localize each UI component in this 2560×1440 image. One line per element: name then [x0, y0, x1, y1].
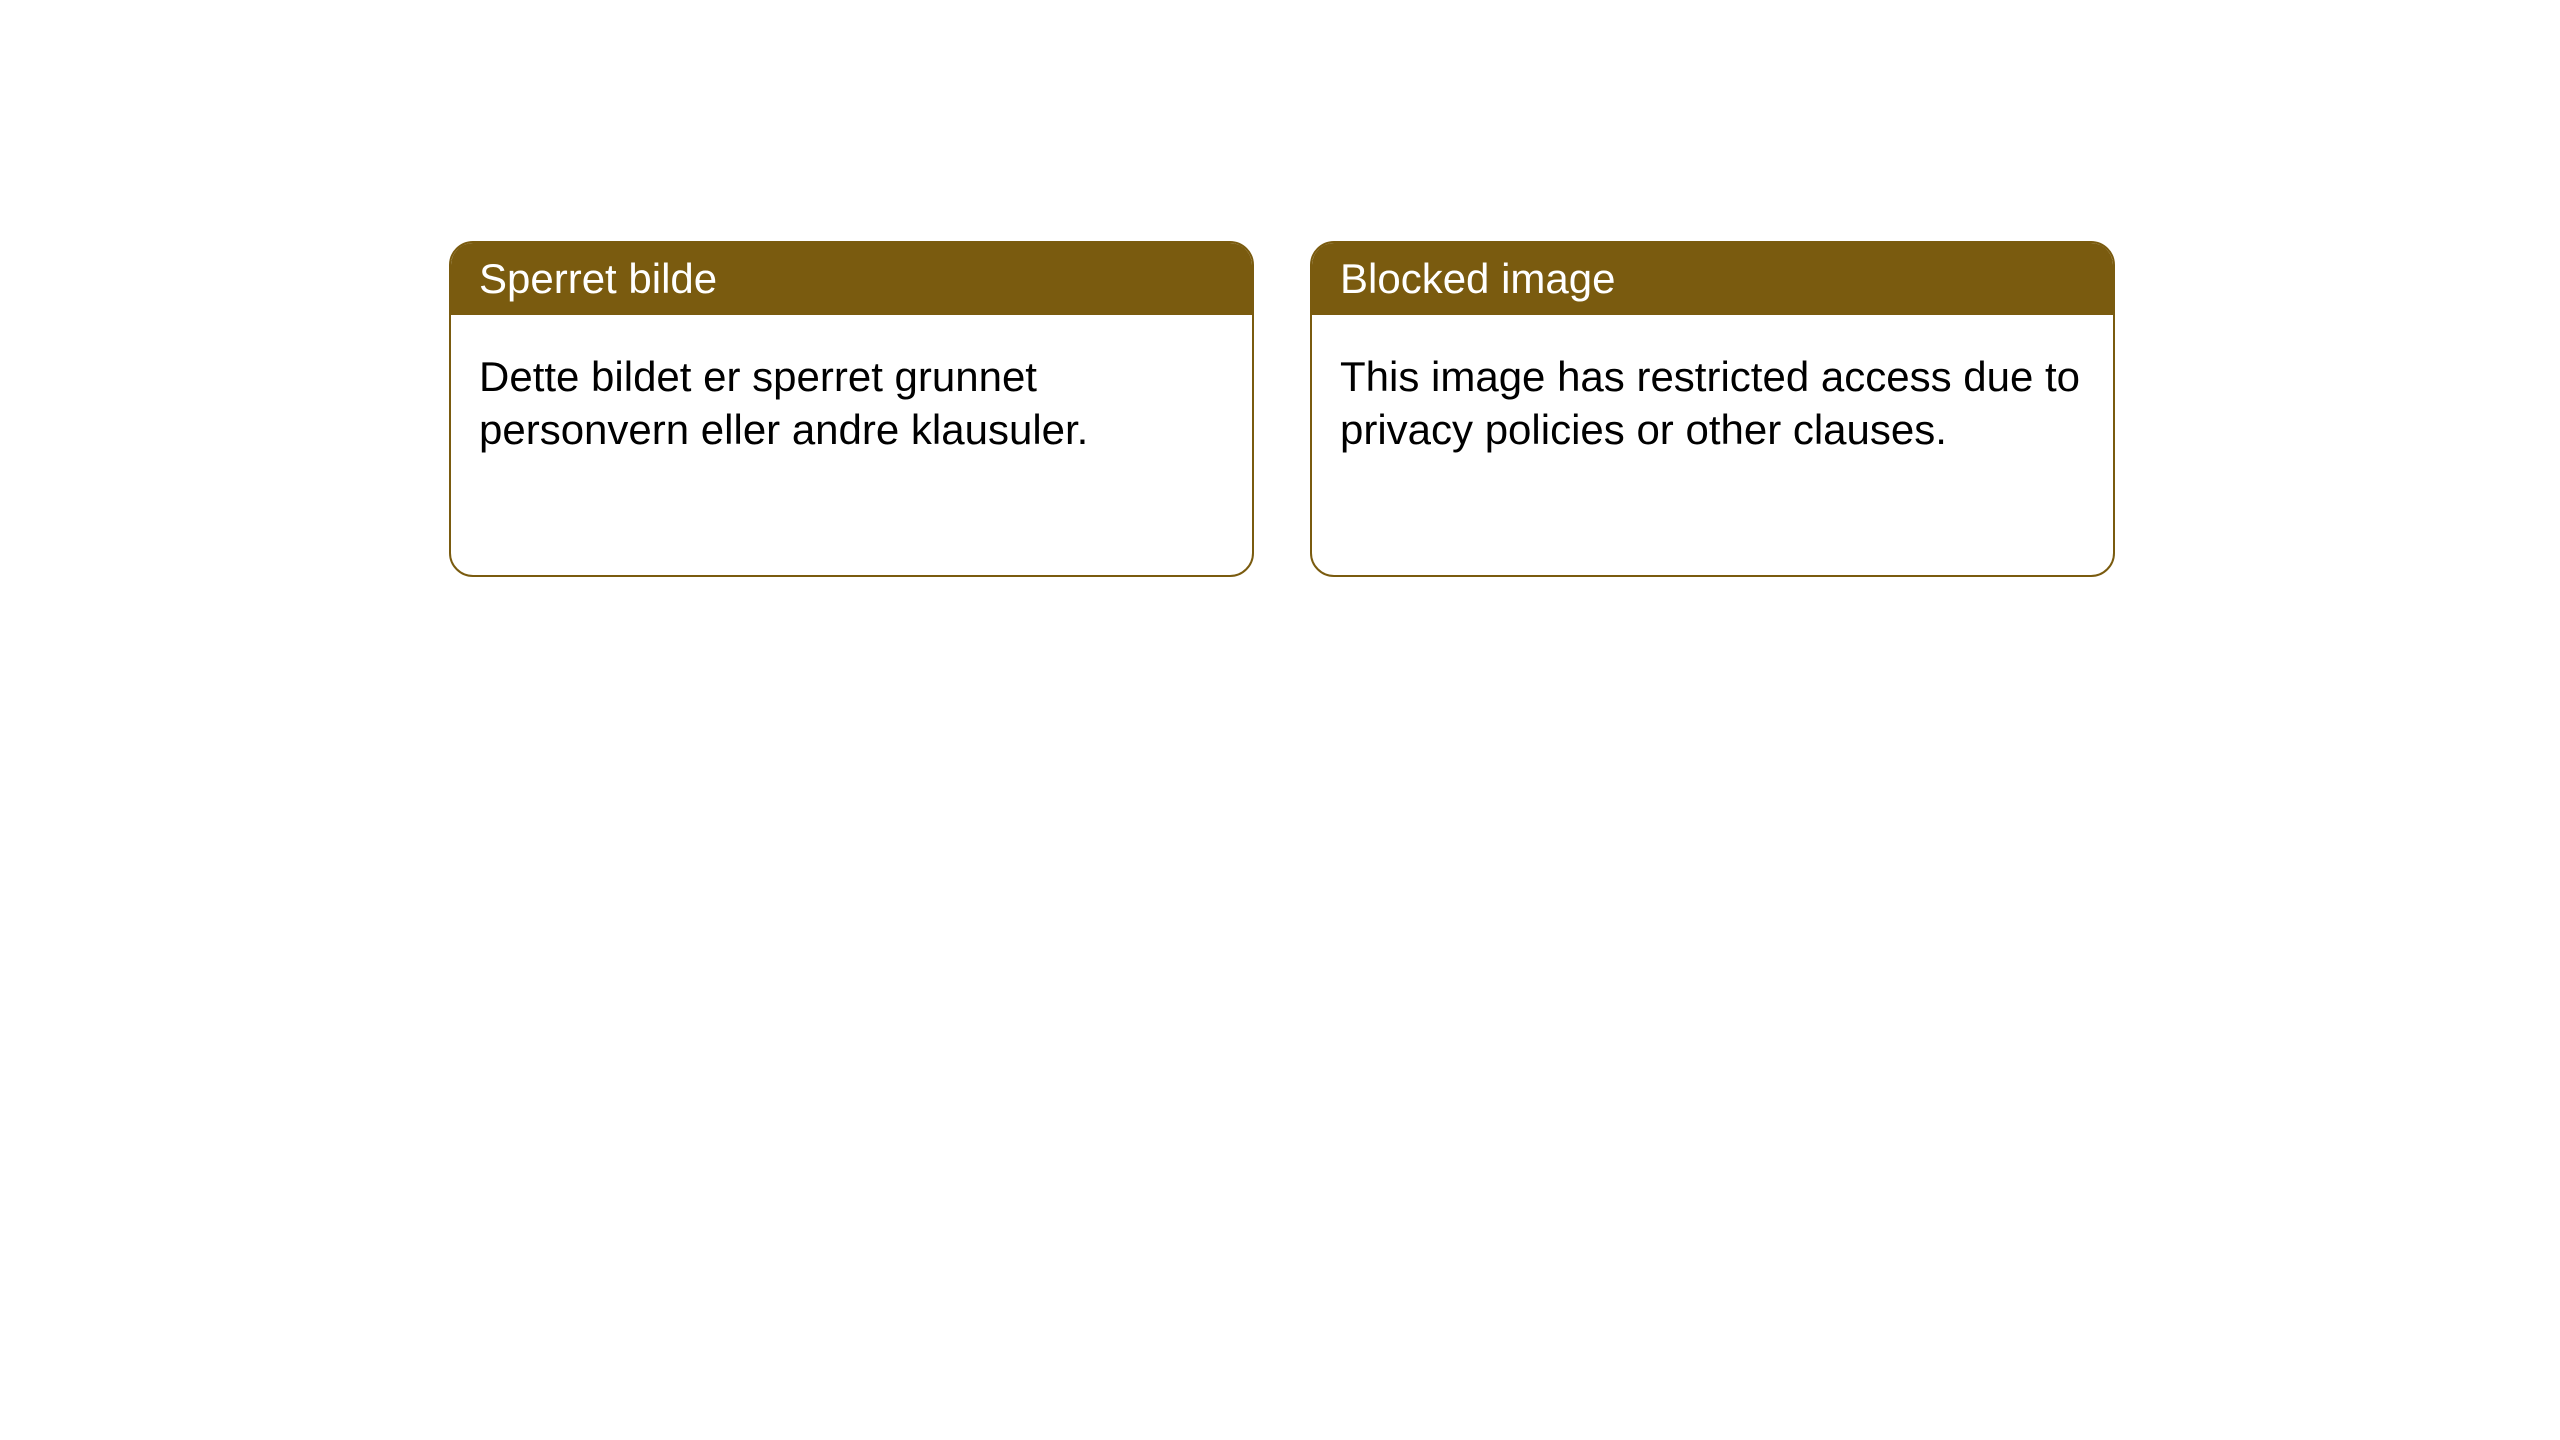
notice-card-body-text: This image has restricted access due to …: [1340, 353, 2080, 453]
notice-card-header: Sperret bilde: [451, 243, 1252, 315]
notice-card-body: This image has restricted access due to …: [1312, 315, 2113, 492]
notice-card-english: Blocked image This image has restricted …: [1310, 241, 2115, 577]
notice-card-norwegian: Sperret bilde Dette bildet er sperret gr…: [449, 241, 1254, 577]
notice-card-title: Blocked image: [1340, 255, 1615, 302]
notice-card-title: Sperret bilde: [479, 255, 717, 302]
notice-card-body: Dette bildet er sperret grunnet personve…: [451, 315, 1252, 492]
notice-card-body-text: Dette bildet er sperret grunnet personve…: [479, 353, 1088, 453]
notice-card-header: Blocked image: [1312, 243, 2113, 315]
notice-cards-container: Sperret bilde Dette bildet er sperret gr…: [0, 0, 2560, 577]
